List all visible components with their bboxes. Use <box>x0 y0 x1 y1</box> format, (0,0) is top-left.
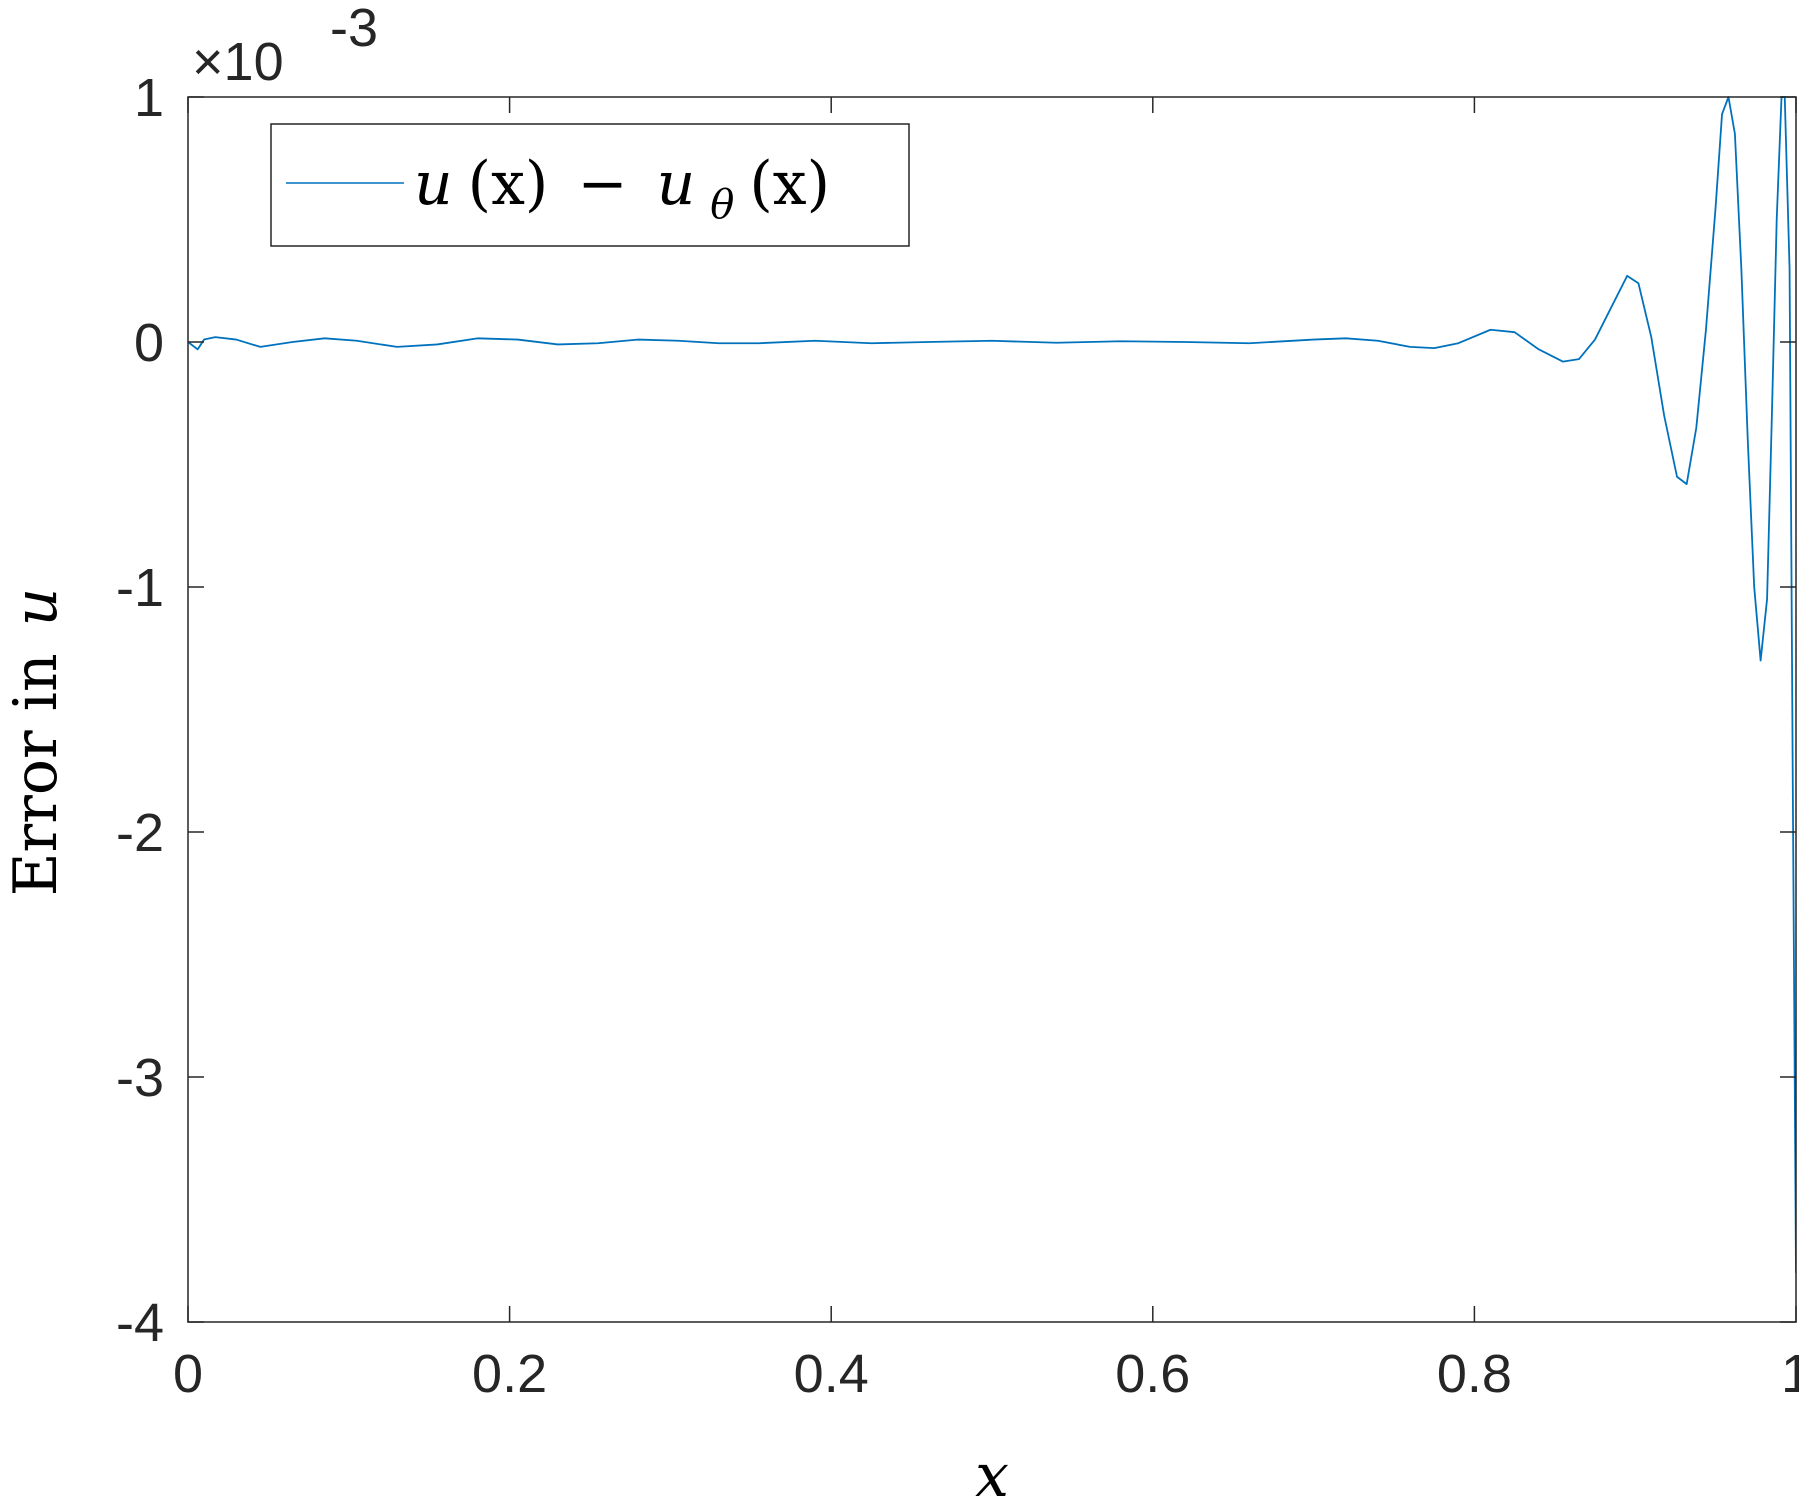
ylabel-variable: u <box>1 588 71 627</box>
exponent-multiplier: ×10 <box>192 32 284 92</box>
y-tick-label: -2 <box>116 803 164 863</box>
legend-entry-label: u (x) − u θ (x) <box>414 149 830 231</box>
x-tick-label: 0.4 <box>794 1344 869 1404</box>
legend-x-arg: (x) <box>468 149 549 219</box>
y-tick-label: 1 <box>134 68 164 128</box>
y-tick-label: -3 <box>116 1048 164 1108</box>
axes-background <box>188 97 1796 1322</box>
y-tick-label: -4 <box>116 1293 164 1353</box>
ticks-layer <box>187 96 1797 1323</box>
y-tick-label: -1 <box>116 558 164 618</box>
x-tick-label: 0 <box>173 1344 203 1404</box>
x-tick-label: 0.2 <box>472 1344 547 1404</box>
tick-labels-layer: 0 0.2 0.4 0.6 0.8 1 -4 -3 -2 -1 0 1 <box>116 68 1799 1404</box>
svg-text:Error in u: Error in u <box>1 588 71 897</box>
series-line-0 <box>188 96 1796 1274</box>
x-axis-label: x <box>975 1441 1009 1510</box>
legend: u (x) − u θ (x) <box>270 123 910 247</box>
exponent-power: -3 <box>330 0 378 58</box>
y-axis-label: Error in u <box>1 588 71 897</box>
y-tick-label: 0 <box>134 313 164 373</box>
legend-x-arg-2: (x) <box>749 149 830 219</box>
legend-u: u <box>414 149 453 219</box>
x-tick-label: 0.8 <box>1437 1344 1512 1404</box>
x-tick-label: 1 <box>1781 1344 1799 1404</box>
legend-u-theta: u <box>657 149 696 219</box>
x-tick-label: 0.6 <box>1115 1344 1190 1404</box>
legend-box <box>270 123 910 247</box>
y-exponent-label: ×10 -3 <box>192 0 378 92</box>
plot-layer <box>188 96 1796 1322</box>
legend-minus: − <box>577 149 627 219</box>
ylabel-prefix: Error in <box>1 653 71 896</box>
axes-frame <box>187 96 1797 1323</box>
legend-theta-subscript: θ <box>710 182 734 228</box>
